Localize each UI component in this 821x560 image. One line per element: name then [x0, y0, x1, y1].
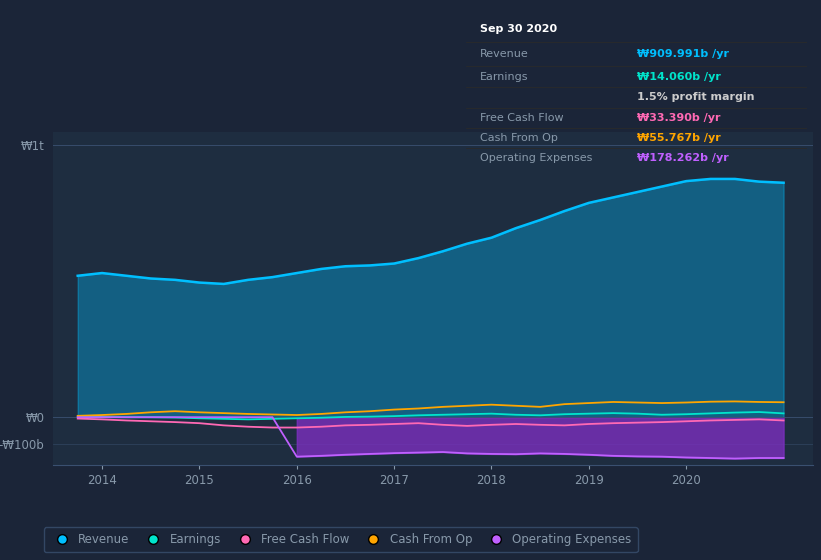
Text: Free Cash Flow: Free Cash Flow: [480, 113, 563, 123]
Text: Sep 30 2020: Sep 30 2020: [480, 24, 557, 34]
Text: Cash From Op: Cash From Op: [480, 133, 557, 143]
Legend: Revenue, Earnings, Free Cash Flow, Cash From Op, Operating Expenses: Revenue, Earnings, Free Cash Flow, Cash …: [44, 528, 638, 552]
Text: ₩33.390b /yr: ₩33.390b /yr: [637, 113, 720, 123]
Text: ₩55.767b /yr: ₩55.767b /yr: [637, 133, 721, 143]
Text: ₩14.060b /yr: ₩14.060b /yr: [637, 72, 721, 82]
Text: Revenue: Revenue: [480, 49, 529, 59]
Text: ₩178.262b /yr: ₩178.262b /yr: [637, 153, 728, 163]
Text: Earnings: Earnings: [480, 72, 529, 82]
Text: Operating Expenses: Operating Expenses: [480, 153, 592, 163]
Text: ₩909.991b /yr: ₩909.991b /yr: [637, 49, 729, 59]
Text: 1.5% profit margin: 1.5% profit margin: [637, 92, 754, 102]
